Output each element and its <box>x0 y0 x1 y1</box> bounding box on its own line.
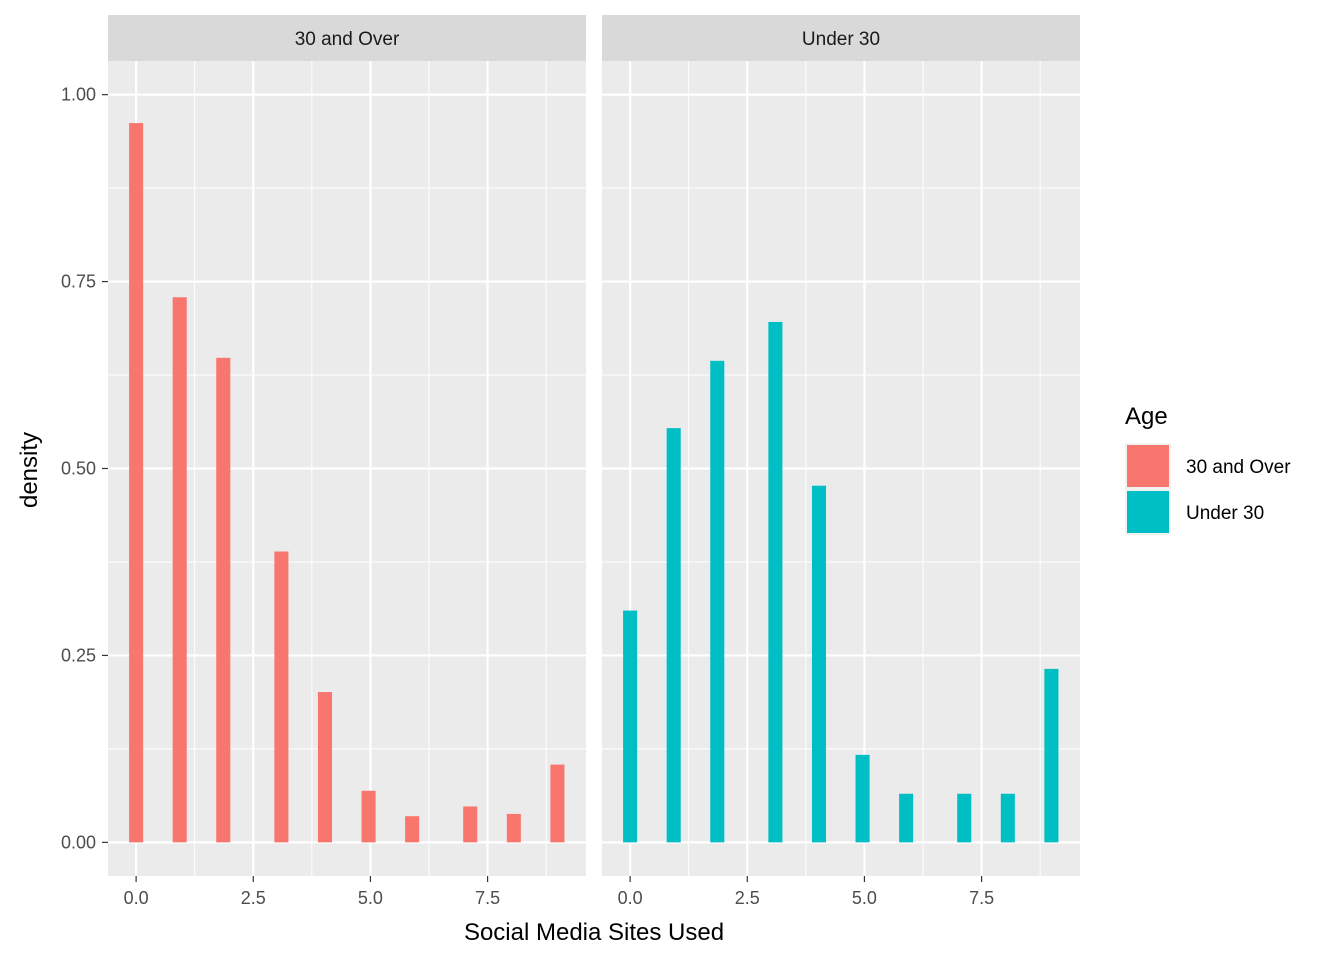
x-tick-label: 0.0 <box>618 888 643 908</box>
bar <box>899 793 914 843</box>
facet-strip <box>602 15 1080 61</box>
y-tick-label: 0.00 <box>61 832 96 852</box>
legend-label: Under 30 <box>1186 503 1264 524</box>
facet-strip <box>108 15 586 61</box>
bar <box>1000 793 1015 843</box>
facet-strip-label: Under 30 <box>802 29 880 50</box>
bar <box>405 816 420 843</box>
y-tick-label: 0.75 <box>61 272 96 292</box>
bar <box>811 485 827 843</box>
bar <box>623 610 638 843</box>
y-tick-label: 0.25 <box>61 645 96 665</box>
x-axis-title: Social Media Sites Used <box>464 919 724 946</box>
y-tick-label: 0.50 <box>61 459 96 479</box>
panel-2: Under 30 0.0 2.5 5.0 7.5 <box>602 15 1080 908</box>
legend-swatch <box>1127 445 1169 487</box>
legend-swatch <box>1127 491 1169 533</box>
panel-1: 30 and Over 0.0 2.5 5.0 7.5 <box>108 15 586 908</box>
y-axis: 0.00 0.25 0.50 0.75 1.00 <box>61 85 108 852</box>
bar <box>768 321 783 843</box>
bar <box>1044 668 1059 843</box>
x-tick-label: 7.5 <box>475 888 500 908</box>
bar <box>317 692 333 843</box>
bar <box>666 428 681 843</box>
x-tick-label: 2.5 <box>735 888 760 908</box>
x-tick-label: 2.5 <box>241 888 266 908</box>
x-tick-label: 5.0 <box>852 888 877 908</box>
legend: Age 30 and Over Under 30 <box>1125 403 1291 535</box>
facet-strip-label: 30 and Over <box>295 29 400 50</box>
panels: 30 and Over 0.0 2.5 5.0 7.5 Under 30 0.0 2.5 5.0… <box>108 15 1080 908</box>
bar <box>710 360 725 843</box>
bar <box>361 790 376 843</box>
legend-title: Age <box>1125 403 1168 430</box>
x-tick-label: 7.5 <box>969 888 994 908</box>
bar <box>129 123 144 843</box>
bar <box>855 754 870 843</box>
bar <box>172 297 187 843</box>
bar <box>274 551 289 843</box>
x-tick-label: 5.0 <box>358 888 383 908</box>
bar <box>957 793 972 843</box>
bar <box>550 764 565 843</box>
y-axis-title: density <box>16 432 43 508</box>
bar <box>216 357 231 843</box>
bar <box>506 813 521 843</box>
bar <box>463 806 478 843</box>
legend-label: 30 and Over <box>1186 457 1291 478</box>
y-tick-label: 1.00 <box>61 85 96 105</box>
x-tick-label: 0.0 <box>124 888 149 908</box>
